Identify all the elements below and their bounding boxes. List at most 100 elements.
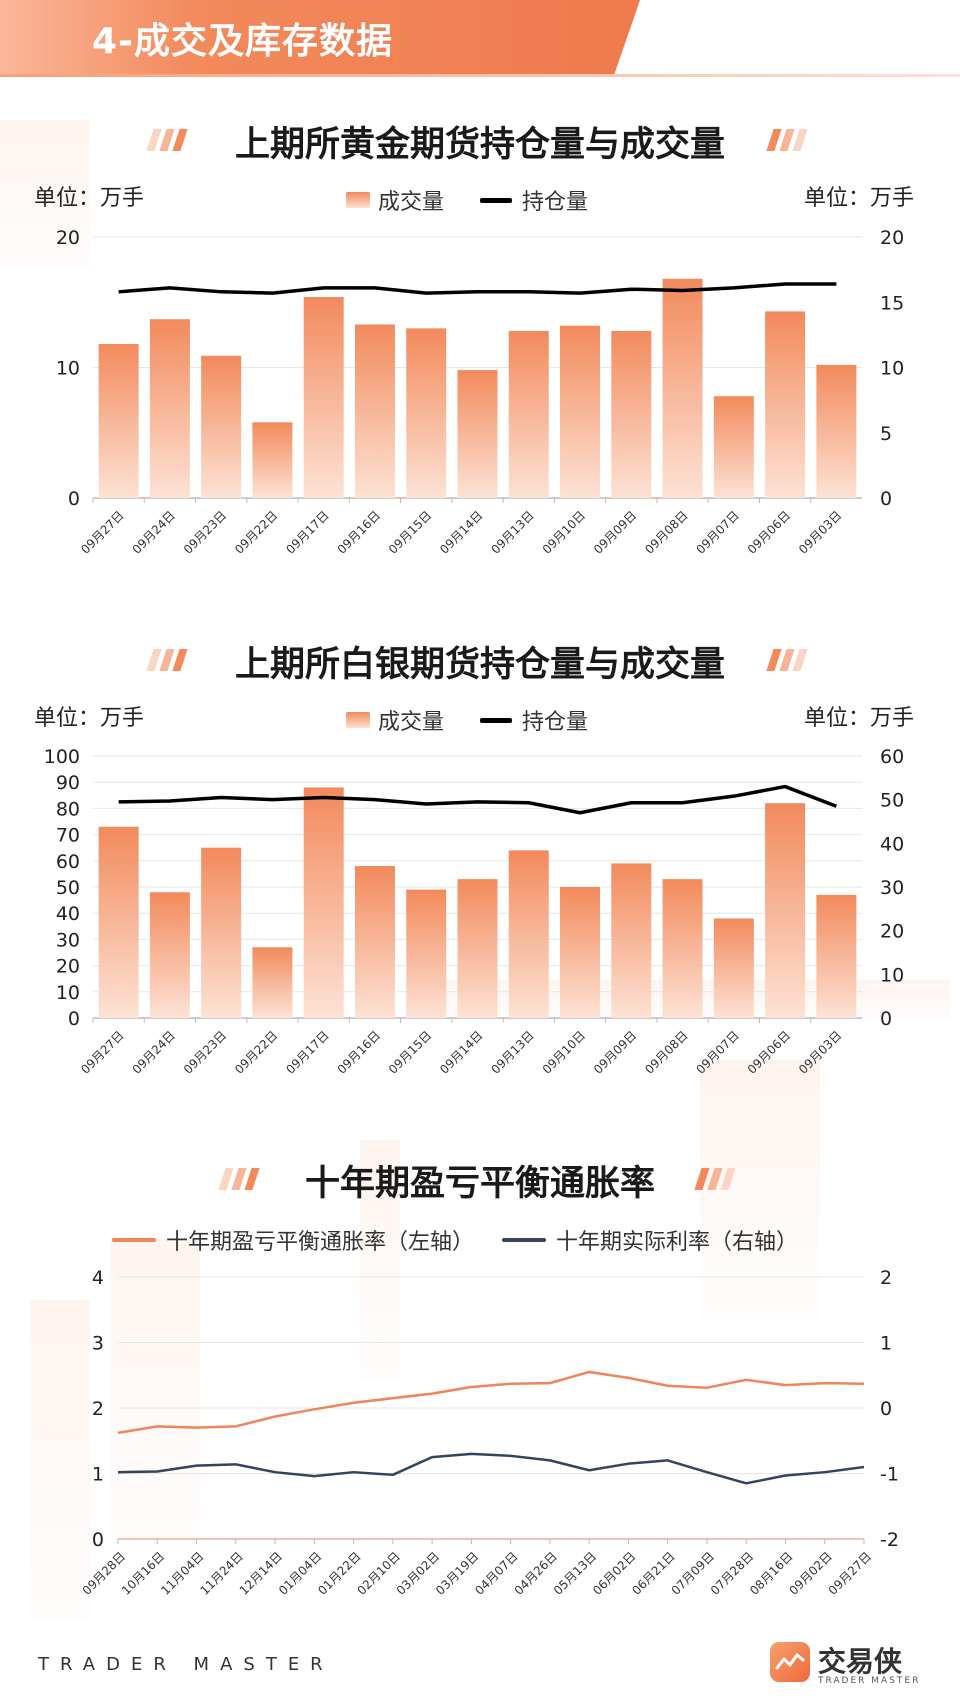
- bar: [201, 355, 242, 498]
- breakeven-inflation-line: [117, 1370, 865, 1435]
- bar: [98, 826, 139, 1018]
- silver-legend: 成交量 持仓量: [346, 704, 588, 736]
- bar: [303, 297, 344, 498]
- bar: [149, 319, 190, 498]
- y-tick-left: 60: [56, 851, 80, 873]
- legend-realrate-label: 十年期实际利率（右轴）: [556, 1230, 799, 1255]
- legend-bar-swatch: [346, 192, 370, 208]
- legend-bar-label: 成交量: [378, 190, 445, 215]
- y-tick-right: 1: [880, 1333, 892, 1355]
- silver-unit-left: 单位：万手: [34, 706, 145, 731]
- logo-text: 交易侠: [818, 1645, 903, 1678]
- y-tick-right: 0: [880, 1398, 892, 1420]
- y-tick-left: 10: [56, 982, 80, 1004]
- bar: [252, 947, 293, 1018]
- header-banner: 4-成交及库存数据: [0, 0, 960, 78]
- y-tick-right: 60: [880, 746, 904, 768]
- y-tick-left: 0: [68, 488, 80, 510]
- gold-unit-left: 单位：万手: [34, 186, 145, 211]
- gold-chart-title: 上期所黄金期货持仓量与成交量: [234, 125, 725, 165]
- gold-legend: 成交量 持仓量: [346, 184, 588, 216]
- y-tick-right: 10: [880, 964, 904, 986]
- bar: [765, 803, 806, 1018]
- bar: [406, 328, 447, 498]
- y-tick-right: 40: [880, 833, 904, 855]
- gold-chart: 0 10 20 0 5 10 15 20 09月27日 09月24日 09月23日 09月22日 09月…: [0, 0, 960, 580]
- bar: [662, 278, 703, 498]
- y-tick-left: 70: [56, 825, 80, 847]
- bar: [765, 311, 806, 498]
- silver-unit-right: 单位：万手: [804, 706, 915, 731]
- open-interest-line: [118, 784, 837, 815]
- bar: [560, 887, 601, 1018]
- y-tick-right: 10: [880, 358, 904, 380]
- silver-chart: 0 10 20 30 40 50 60 70 80 90 100 0 10 20 30 40 50 60 09月27…: [44, 746, 904, 1077]
- bar: [611, 330, 652, 498]
- legend-line-swatch: [480, 717, 513, 723]
- y-tick-right: 20: [880, 921, 904, 943]
- y-tick-left: 40: [56, 903, 80, 925]
- silver-chart-title: 上期所白银期货持仓量与成交量: [234, 645, 725, 685]
- bar: [201, 847, 242, 1018]
- bar: [713, 396, 754, 498]
- legend-line-label: 持仓量: [522, 190, 589, 215]
- inflation-chart: 0 1 2 3 4 -2 -1 0 1 2 09月28日 10月16日 11月04日 11月24日 12月1…: [80, 1267, 899, 1598]
- legend-bar-label: 成交量: [378, 710, 445, 735]
- gold-unit-right: 单位：万手: [804, 186, 915, 211]
- legend-line-label: 持仓量: [522, 710, 589, 735]
- bar: [816, 364, 857, 498]
- y-tick-left: 20: [56, 227, 80, 249]
- y-tick-right: 5: [880, 423, 892, 445]
- y-tick-right: 0: [880, 1008, 892, 1030]
- y-tick-left: 80: [56, 798, 80, 820]
- y-tick-left: 50: [56, 877, 80, 899]
- bar: [252, 422, 293, 498]
- y-tick-left: 3: [92, 1333, 104, 1355]
- y-tick-left: 1: [92, 1464, 104, 1486]
- real-rate-line: [117, 1452, 865, 1485]
- y-tick-right: 15: [880, 292, 904, 314]
- y-tick-right: -2: [880, 1529, 899, 1551]
- y-tick-left: 20: [56, 956, 80, 978]
- silver-chart-svg: 0102030405060708090100010203040506009月27…: [44, 746, 904, 1077]
- open-interest-line: [118, 282, 837, 295]
- bar: [662, 879, 703, 1018]
- x-tick-label: 09月27日: [826, 1549, 874, 1597]
- legend-breakeven-label: 十年期盈亏平衡通胀率（左轴）: [166, 1230, 475, 1255]
- bar: [354, 866, 395, 1018]
- y-tick-left: 90: [56, 772, 80, 794]
- inflation-chart-title: 十年期盈亏平衡通胀率: [304, 1164, 655, 1204]
- logo-subtext: TRADER MASTER: [818, 1676, 921, 1686]
- y-tick-right: 2: [880, 1267, 892, 1289]
- y-tick-right: 50: [880, 790, 904, 812]
- y-tick-left: 0: [68, 1008, 80, 1030]
- legend-line-swatch: [480, 197, 513, 203]
- bar: [457, 370, 498, 498]
- y-tick-right: 0: [880, 488, 892, 510]
- y-tick-left: 2: [92, 1398, 104, 1420]
- brand-logo: 交易侠 TRADER MASTER: [770, 1640, 930, 1690]
- logo-mark-icon: [770, 1642, 810, 1682]
- header-underline: [0, 74, 960, 77]
- y-tick-left: 10: [56, 358, 80, 380]
- y-tick-left: 0: [92, 1529, 104, 1551]
- bar: [457, 879, 498, 1018]
- inflation-legend: 十年期盈亏平衡通胀率（左轴） 十年期实际利率（右轴）: [112, 1224, 798, 1256]
- footer-brand: TRADER MASTER: [38, 1654, 334, 1675]
- legend-breakeven-swatch: [112, 1238, 156, 1242]
- y-tick-left: 100: [44, 746, 80, 768]
- bar: [713, 918, 754, 1018]
- page-title: 4-成交及库存数据: [92, 21, 393, 62]
- bar: [354, 324, 395, 498]
- bar: [98, 344, 139, 498]
- bar: [149, 892, 190, 1018]
- bar: [508, 850, 549, 1018]
- y-tick-right: -1: [880, 1464, 899, 1486]
- y-tick-left: 30: [56, 929, 80, 951]
- legend-bar-swatch: [346, 712, 370, 728]
- bar: [816, 894, 857, 1018]
- bar: [508, 330, 549, 498]
- bar: [303, 787, 344, 1018]
- legend-realrate-swatch: [502, 1238, 547, 1242]
